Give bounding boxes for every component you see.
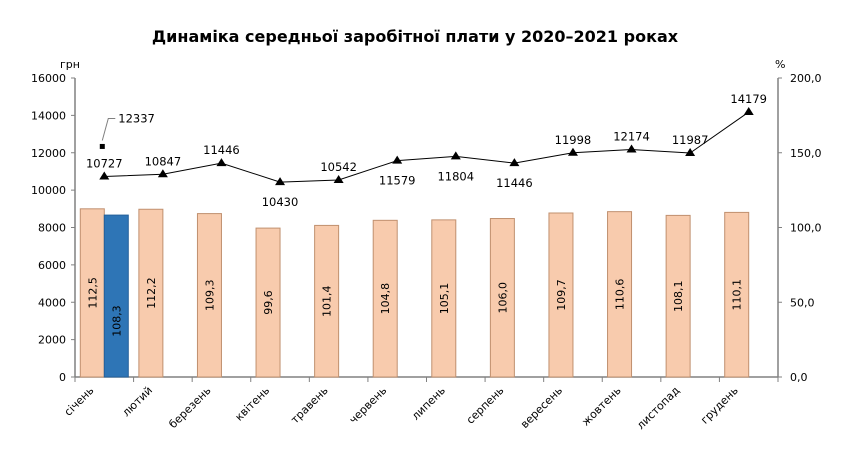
line-2020-label: 11446 bbox=[203, 143, 240, 157]
line-2020-marker bbox=[567, 147, 578, 156]
bar-2021-label: 108,3 bbox=[110, 305, 123, 337]
x-tick-label: липень bbox=[409, 384, 448, 423]
line-2020-marker bbox=[333, 174, 344, 183]
x-tick-label: листопад bbox=[634, 384, 682, 432]
bar-2020 bbox=[665, 214, 691, 378]
bar-2020-label: 108,1 bbox=[672, 280, 685, 312]
x-tick-label: жовтень bbox=[579, 384, 624, 429]
line-2020-marker bbox=[392, 155, 403, 164]
bar-2020-label: 112,5 bbox=[86, 277, 99, 309]
line-2020-label: 11987 bbox=[672, 133, 709, 147]
bar-2021 bbox=[103, 214, 129, 378]
bar-2020-label: 101,4 bbox=[321, 285, 334, 317]
point-2021-marker bbox=[99, 143, 105, 149]
left-tick-label: 6000 bbox=[38, 259, 66, 272]
x-tick-label: січень bbox=[62, 384, 97, 419]
line-2020-marker bbox=[216, 158, 227, 167]
bar-2020-label: 105,1 bbox=[438, 283, 451, 315]
bar-2020-label: 106,0 bbox=[496, 282, 509, 314]
line-2020-marker bbox=[157, 169, 168, 178]
point-2021-label: 12337 bbox=[118, 111, 155, 125]
line-2020-label: 10727 bbox=[86, 157, 123, 171]
x-tick-label: лютий bbox=[120, 384, 155, 419]
line-2020-label: 12174 bbox=[613, 129, 650, 143]
left-tick-label: 12000 bbox=[31, 147, 66, 160]
bar-2020 bbox=[489, 218, 515, 378]
left-tick-label: 2000 bbox=[38, 334, 66, 347]
line-2020-marker bbox=[509, 158, 520, 167]
chart-title: Динаміка середньої заробітної плати у 20… bbox=[152, 27, 679, 46]
bar-2020 bbox=[196, 213, 222, 378]
left-tick-label: 4000 bbox=[38, 296, 66, 309]
bar-2020 bbox=[548, 212, 574, 378]
bar-2020-label: 110,6 bbox=[614, 279, 627, 311]
line-2020-label: 10542 bbox=[320, 160, 357, 174]
bar-2020-label: 109,3 bbox=[203, 280, 216, 312]
bar-2020-label: 110,1 bbox=[731, 279, 744, 311]
x-tick-label: червень bbox=[347, 384, 390, 427]
x-tick-label: травень bbox=[288, 384, 330, 426]
line-2020-marker bbox=[626, 144, 637, 153]
bar-2020-label: 104,8 bbox=[379, 283, 392, 315]
left-tick-label: 0 bbox=[59, 371, 66, 384]
left-tick-label: 16000 bbox=[31, 72, 66, 85]
line-2020-marker bbox=[99, 171, 110, 180]
x-tick-label: березень bbox=[166, 384, 213, 431]
line-2020-label: 14179 bbox=[730, 92, 767, 106]
bar-2020 bbox=[724, 211, 750, 378]
line-2020-marker bbox=[275, 177, 286, 186]
line-2020-marker bbox=[743, 107, 754, 116]
left-axis-unit: грн bbox=[60, 58, 80, 71]
bar-2020-label: 112,2 bbox=[145, 277, 158, 309]
right-tick-label: 100,0 bbox=[790, 222, 822, 235]
right-tick-label: 200,0 bbox=[790, 72, 822, 85]
right-tick-label: 0,0 bbox=[790, 371, 808, 384]
line-2020-label: 11446 bbox=[496, 176, 533, 190]
x-tick-label: серпень bbox=[464, 384, 507, 427]
left-tick-label: 14000 bbox=[31, 109, 66, 122]
x-tick-label: грудень bbox=[698, 384, 741, 427]
right-tick-label: 150,0 bbox=[790, 147, 822, 160]
line-2020 bbox=[104, 111, 749, 183]
bar-2020-label: 99,6 bbox=[262, 290, 275, 315]
line-2020-label: 10430 bbox=[262, 195, 299, 209]
line-2020-label: 10847 bbox=[145, 154, 182, 168]
point-2021-leader bbox=[101, 117, 116, 141]
line-2020-label: 11804 bbox=[437, 169, 474, 183]
left-tick-label: 10000 bbox=[31, 184, 66, 197]
bar-2020 bbox=[255, 227, 281, 378]
x-tick-label: квітень bbox=[233, 384, 273, 424]
bar-2020 bbox=[314, 224, 340, 378]
line-2020-label: 11579 bbox=[379, 174, 416, 188]
bar-2020 bbox=[607, 211, 633, 378]
x-tick-label: вересень bbox=[518, 384, 565, 431]
bar-2020 bbox=[138, 208, 164, 378]
bar-2020-label: 109,7 bbox=[555, 279, 568, 311]
right-tick-label: 50,0 bbox=[790, 296, 815, 309]
line-2020-marker bbox=[685, 147, 696, 156]
left-tick-label: 8000 bbox=[38, 222, 66, 235]
line-2020-label: 11998 bbox=[555, 133, 592, 147]
bar-2020 bbox=[372, 219, 398, 378]
right-axis-unit: % bbox=[775, 58, 785, 71]
line-2020-marker bbox=[450, 151, 461, 160]
bar-2020 bbox=[431, 219, 457, 378]
